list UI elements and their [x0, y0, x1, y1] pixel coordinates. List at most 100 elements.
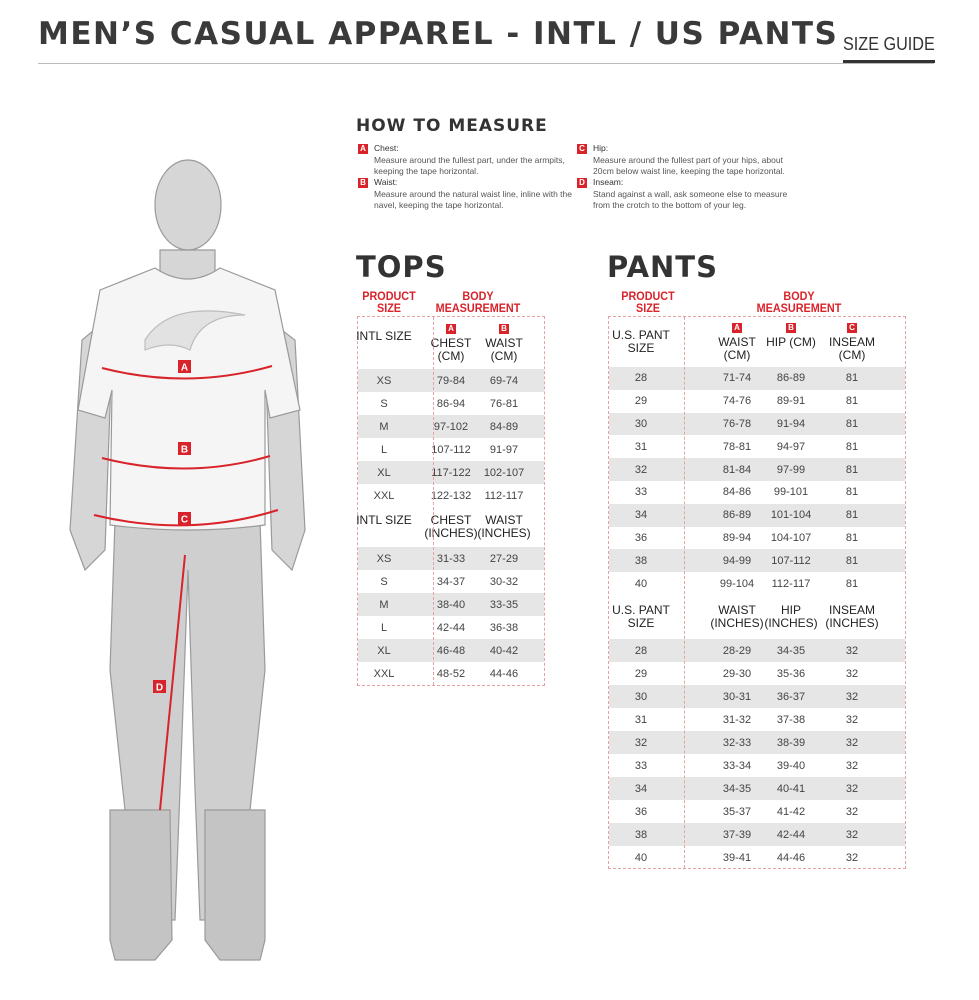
table-row: 36 89-94 104-107 81 [609, 527, 905, 550]
table-cell: 99-101 [773, 486, 809, 499]
column-header-label: CHEST (CM) [430, 336, 472, 363]
table-row: S 86-94 76-81 [358, 392, 544, 415]
badge-icon: C [847, 323, 857, 333]
table-row: XS 79-84 69-74 [358, 369, 544, 392]
column-header-label: INSEAM (CM) [828, 335, 875, 362]
table-cell: L [380, 621, 388, 634]
column-header-label: HIP (CM) [766, 335, 816, 349]
measure-item: D Inseam: Stand against a wall, ask someon… [577, 177, 792, 212]
table-cell: 81 [845, 372, 859, 385]
column-header: A CHEST (CM) [420, 324, 482, 363]
table-cell: S [380, 575, 388, 588]
table-row: 32 81-84 97-99 81 [609, 458, 905, 481]
table-row: 40 39-41 44-46 32 [609, 846, 905, 869]
tops-table: INTL SIZE A CHEST (CM) B WAIST (CM) XS 79-84 69… [356, 316, 545, 686]
measure-item: C Hip: Measure around the fullest part of … [577, 143, 792, 178]
table-cell: 29 [634, 395, 648, 408]
table-cell: 39-40 [776, 759, 806, 772]
table-cell: 44-46 [489, 667, 519, 680]
table-row: 30 30-31 36-37 32 [609, 685, 905, 708]
table-cell: 31 [634, 713, 648, 726]
column-header: WAIST (INCHES) [473, 514, 535, 540]
table-cell: XS [376, 374, 392, 387]
table-cell: XL [377, 644, 391, 657]
table-cell: 42-44 [776, 828, 806, 841]
table-cell: 38-40 [436, 598, 466, 611]
table-row: 31 78-81 94-97 81 [609, 435, 905, 458]
pants-body-measurement: BODY MEASUREMENT [756, 289, 842, 315]
table-cell: 33 [634, 486, 648, 499]
column-header-label: WAIST (INCHES) [477, 513, 531, 540]
table-cell: L [380, 443, 388, 456]
table-cell: 104-107 [770, 531, 812, 544]
table-cell: 36 [634, 531, 648, 544]
table-cell: 81 [845, 554, 859, 567]
table-cell: 117-122 [431, 466, 471, 479]
pants-inches-header-row: U.S. PANT SIZE WAIST (INCHES) HIP (INCHES)… [609, 595, 905, 639]
table-cell: 86-94 [436, 397, 466, 410]
column-header: INTL SIZE [349, 330, 419, 343]
table-cell: 74-76 [722, 395, 752, 408]
table-cell: 32 [845, 644, 859, 657]
pants-product-size: PRODUCT SIZE [621, 289, 675, 315]
badge-icon: A [446, 324, 456, 334]
badge-icon: B [786, 323, 796, 333]
table-cell: 89-94 [722, 531, 752, 544]
column-header: INTL SIZE [349, 514, 419, 527]
marker-a [178, 360, 191, 373]
how-to-measure-title: HOW TO MEASURE [356, 116, 548, 136]
table-row: XXL 122-132 112-117 [358, 484, 544, 507]
badge-icon: B [499, 324, 509, 334]
table-cell: 81 [845, 577, 859, 590]
model-figure: A B C D [69, 159, 306, 961]
table-cell: 28 [634, 372, 648, 385]
table-cell: 40-42 [489, 644, 519, 657]
table-row: L 107-112 91-97 [358, 438, 544, 461]
table-row: M 38-40 33-35 [358, 593, 544, 616]
table-cell: 32 [634, 463, 648, 476]
table-cell: 40 [634, 851, 648, 864]
table-cell: 78-81 [722, 440, 752, 453]
table-cell: 31-33 [436, 552, 466, 565]
title-divider [38, 63, 934, 64]
column-header: U.S. PANT SIZE [606, 329, 676, 355]
column-header: C INSEAM (CM) [821, 323, 883, 362]
table-cell: 30-32 [489, 575, 519, 588]
table-cell: 31-32 [722, 713, 752, 726]
column-header: INSEAM (INCHES) [821, 604, 883, 630]
table-cell: 76-81 [489, 397, 519, 410]
table-cell: 89-91 [776, 395, 806, 408]
table-cell: 71-74 [722, 372, 752, 385]
tops-product-size: PRODUCT SIZE [362, 289, 416, 315]
table-cell: 69-74 [489, 374, 519, 387]
table-cell: 32 [845, 690, 859, 703]
column-header-label: INTL SIZE [356, 329, 412, 343]
measure-text: Stand against a wall, ask someone else t… [593, 188, 788, 211]
table-cell: 81 [845, 463, 859, 476]
table-cell: M [379, 598, 389, 611]
table-cell: 107-112 [771, 554, 811, 567]
table-cell: 44-46 [776, 851, 806, 864]
measure-label: Hip: [593, 143, 609, 153]
table-cell: XL [377, 466, 391, 479]
table-cell: 97-102 [433, 420, 469, 433]
table-cell: 30 [634, 690, 648, 703]
table-cell: 36-37 [776, 690, 806, 703]
table-cell: 32 [845, 851, 859, 864]
table-cell: 32 [845, 667, 859, 680]
column-header-label: CHEST (INCHES) [424, 513, 478, 540]
tops-body-measurement: BODY MEASUREMENT [435, 289, 521, 315]
table-cell: 32 [845, 805, 859, 818]
table-cell: 81 [845, 395, 859, 408]
column-header-label: INSEAM (INCHES) [825, 603, 879, 630]
table-row: 33 84-86 99-101 81 [609, 481, 905, 504]
size-guide-underline [843, 60, 935, 63]
table-cell: 40 [634, 577, 648, 590]
table-row: XL 117-122 102-107 [358, 461, 544, 484]
column-header-label: WAIST (INCHES) [710, 603, 764, 630]
table-cell: 46-48 [436, 644, 466, 657]
column-header: CHEST (INCHES) [420, 514, 482, 540]
table-cell: 76-78 [722, 417, 752, 430]
badge-icon: A [732, 323, 742, 333]
table-row: XS 31-33 27-29 [358, 547, 544, 570]
